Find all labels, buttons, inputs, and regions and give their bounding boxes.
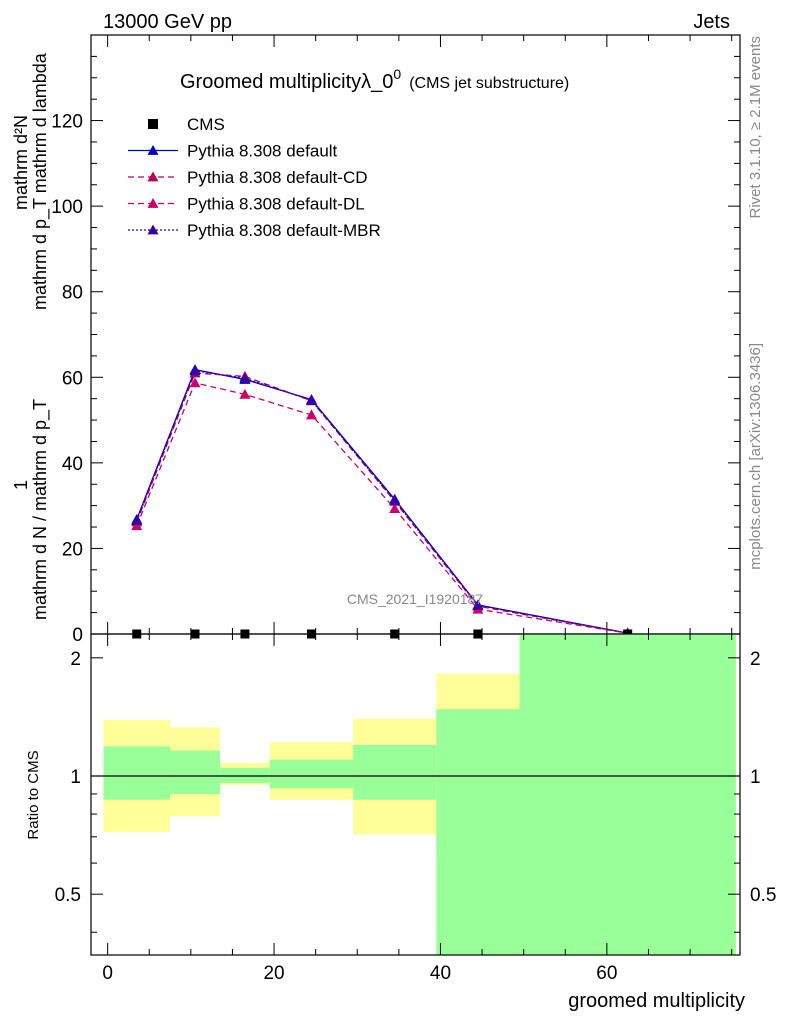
main-ytick-label: 120 <box>51 112 83 133</box>
ratio-ytick-label-right: 1 <box>750 767 761 788</box>
ylabel-prefix-num: 1 <box>11 480 31 490</box>
ratio-band-inner <box>353 744 437 800</box>
main-ytick-label: 100 <box>51 197 83 218</box>
ratio-ylabel: Ratio to CMS <box>25 750 42 839</box>
ratio-panel: 0 20 40 60 0.5 0.5 1 1 2 2 <box>55 633 776 984</box>
legend-marker <box>147 224 159 235</box>
ratio-ytick-label-right: 0.5 <box>750 885 776 906</box>
x-tick-label: 40 <box>430 963 451 984</box>
legend-label: Pythia 8.308 default <box>187 142 338 161</box>
plot-title-sup: 0 <box>393 66 401 82</box>
main-ytick-label: 40 <box>62 454 83 475</box>
legend-marker <box>147 145 159 155</box>
x-axis-label: groomed multiplicity <box>568 990 745 1012</box>
series-marker <box>239 388 251 399</box>
x-tick-label: 60 <box>596 963 617 984</box>
ratio-ytick-label-right: 2 <box>750 649 761 670</box>
main-ytick-label: 60 <box>62 368 83 389</box>
rivet-label: Rivet 3.1.10, ≥ 2.1M events <box>747 36 764 219</box>
x-tick-label: 0 <box>102 963 113 984</box>
series-marker <box>189 377 201 388</box>
ratio-band-inner <box>436 709 520 955</box>
legend-marker <box>147 198 159 208</box>
ratio-ytick-label-left: 1 <box>70 767 81 788</box>
ratio-ytick-label-left: 2 <box>70 649 81 670</box>
legend-label: Pythia 8.308 default-CD <box>187 168 368 187</box>
series-marker <box>389 495 401 505</box>
legend-cms-marker <box>148 119 158 129</box>
main-ytick-label: 0 <box>72 625 83 646</box>
ratio-band-inner <box>170 750 220 794</box>
x-tick-label: 20 <box>263 963 284 984</box>
ratio-frame <box>90 633 741 956</box>
legend: CMS Pythia 8.308 default Pythia 8.308 defa… <box>128 115 381 240</box>
series-marker <box>389 503 401 514</box>
series-marker <box>131 520 143 531</box>
ylabel-denominator: mathrm d p_T mathrm d lambda <box>30 52 51 310</box>
ratio-band-inner <box>269 759 354 789</box>
header-process: 13000 GeV pp <box>103 11 232 33</box>
main-ylabel: 1 mathrm d N / mathrm d p_T mathrm d²N m… <box>11 52 51 620</box>
ratio-band-inner <box>103 746 171 800</box>
series-marker <box>189 365 201 376</box>
ratio-band-inner <box>219 767 270 783</box>
ylabel-numerator: mathrm d²N <box>11 115 31 210</box>
legend-marker <box>147 171 159 182</box>
mcplots-label: mcplots.cern.ch [arXiv:1306.3436] <box>747 343 764 570</box>
header-category: Jets <box>693 11 730 33</box>
ratio-band-inner <box>519 634 736 955</box>
analysis-watermark: CMS_2021_I1920187 <box>347 591 483 607</box>
ylabel-prefix-den: mathrm d N / mathrm d p_T <box>30 399 51 620</box>
main-ytick-label: 20 <box>62 539 83 560</box>
series-marker <box>239 372 251 383</box>
ratio-ytick-label-left: 0.5 <box>55 885 81 906</box>
plot-title: Groomed multiplicityλ_00 (CMS jet substru… <box>180 66 569 93</box>
series-marker <box>472 599 484 610</box>
series-marker <box>305 409 317 420</box>
main-ytick-label: 80 <box>62 283 83 304</box>
series-marker <box>305 394 317 405</box>
plot-title-main: Groomed multiplicityλ_0 <box>180 71 393 93</box>
plot-title-sub: (CMS jet substructure) <box>409 75 569 92</box>
legend-cms-label: CMS <box>187 115 225 134</box>
series-marker <box>131 515 143 526</box>
legend-label: Pythia 8.308 default-MBR <box>187 221 381 240</box>
legend-label: Pythia 8.308 default-DL <box>187 195 365 214</box>
